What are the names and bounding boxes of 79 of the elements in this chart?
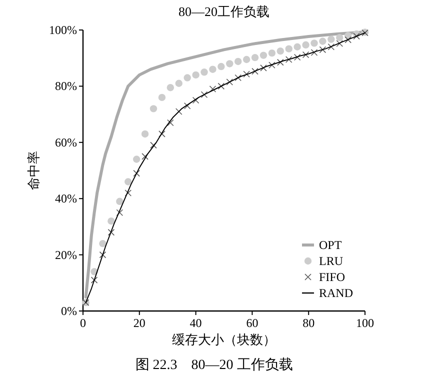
point bbox=[166, 84, 174, 92]
x-tick-label: 80 bbox=[302, 316, 315, 330]
point bbox=[277, 58, 284, 66]
point bbox=[132, 156, 140, 163]
legend-label: RAND bbox=[319, 286, 354, 300]
y-tick-label: 60% bbox=[55, 135, 77, 150]
point bbox=[90, 276, 98, 284]
y-tick-label: 40% bbox=[55, 192, 77, 206]
point bbox=[243, 70, 250, 78]
point bbox=[302, 41, 310, 48]
x-tick-label: 100 bbox=[356, 316, 374, 330]
chart-title: 80—20工作负载 bbox=[178, 4, 270, 19]
point bbox=[158, 130, 166, 138]
point bbox=[260, 64, 267, 72]
x-tick-label: 60 bbox=[246, 316, 258, 330]
point bbox=[141, 130, 149, 138]
point bbox=[319, 38, 326, 45]
point bbox=[218, 62, 225, 70]
point bbox=[234, 74, 242, 82]
point bbox=[192, 71, 200, 79]
point bbox=[99, 240, 106, 248]
point bbox=[328, 43, 335, 50]
x-axis-title: 缓存大小（块数） bbox=[172, 332, 276, 347]
point bbox=[108, 217, 115, 225]
x-tick-label: 0 bbox=[80, 316, 86, 330]
point bbox=[226, 78, 234, 86]
x-tick-label: 20 bbox=[133, 316, 146, 330]
point bbox=[285, 45, 292, 52]
point bbox=[200, 68, 208, 76]
y-tick-label: 80% bbox=[55, 79, 77, 94]
point bbox=[268, 62, 276, 69]
point bbox=[142, 153, 148, 160]
point bbox=[276, 47, 284, 55]
point bbox=[234, 58, 242, 66]
point bbox=[200, 91, 208, 98]
legend-label: OPT bbox=[319, 238, 342, 252]
point bbox=[294, 54, 301, 61]
point bbox=[302, 51, 310, 58]
point bbox=[167, 119, 174, 126]
point bbox=[158, 94, 166, 102]
point bbox=[285, 56, 292, 63]
x-tick-label: 40 bbox=[190, 316, 202, 330]
point bbox=[108, 228, 115, 236]
point bbox=[310, 40, 318, 47]
point bbox=[336, 40, 344, 47]
point bbox=[242, 56, 250, 64]
point bbox=[252, 68, 258, 75]
point bbox=[328, 36, 335, 43]
point bbox=[260, 52, 268, 59]
point bbox=[209, 66, 216, 73]
point bbox=[133, 170, 140, 177]
point bbox=[184, 74, 191, 82]
point bbox=[209, 86, 216, 92]
point bbox=[99, 251, 106, 258]
point bbox=[310, 49, 318, 56]
point bbox=[116, 198, 124, 206]
y-tick-label: 20% bbox=[55, 248, 77, 262]
point bbox=[268, 49, 276, 57]
point bbox=[124, 178, 132, 186]
legend-label: LRU bbox=[319, 254, 344, 268]
point bbox=[226, 60, 234, 68]
point bbox=[192, 96, 200, 104]
point bbox=[294, 43, 301, 50]
point bbox=[175, 80, 182, 87]
point bbox=[344, 36, 352, 44]
point bbox=[336, 34, 344, 42]
point bbox=[319, 46, 326, 54]
point bbox=[116, 209, 124, 216]
point bbox=[353, 32, 360, 40]
y-tick-label: 100% bbox=[49, 23, 77, 37]
point bbox=[124, 190, 132, 196]
y-axis-title: 命中率 bbox=[26, 151, 41, 190]
point bbox=[251, 54, 259, 62]
y-tick-label: 0% bbox=[61, 304, 77, 318]
caption: 图 22.3 80—20 工作负载 bbox=[135, 357, 293, 373]
point bbox=[150, 105, 158, 112]
point bbox=[218, 82, 225, 90]
point bbox=[184, 102, 191, 110]
legend-label: FIFO bbox=[319, 270, 346, 284]
